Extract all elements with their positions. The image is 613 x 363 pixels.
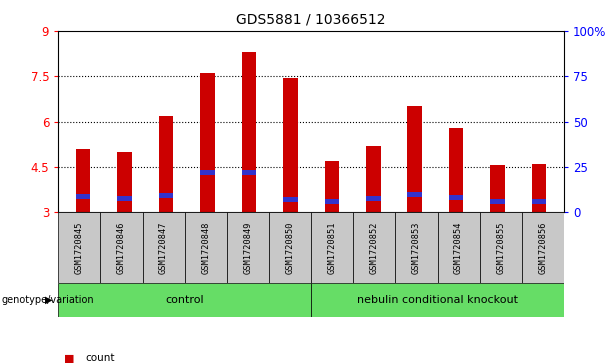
Bar — [58, 283, 311, 317]
Text: count: count — [86, 353, 115, 363]
Bar — [117, 196, 132, 201]
Bar — [242, 52, 256, 212]
Text: GSM1720850: GSM1720850 — [286, 221, 294, 274]
Bar — [324, 161, 339, 212]
Bar — [490, 199, 505, 204]
Bar — [58, 212, 101, 283]
Bar — [366, 196, 381, 201]
Bar — [311, 283, 564, 317]
Title: GDS5881 / 10366512: GDS5881 / 10366512 — [237, 13, 386, 27]
Bar — [395, 212, 438, 283]
Bar — [101, 212, 142, 283]
Text: GSM1720847: GSM1720847 — [159, 221, 168, 274]
Text: GSM1720853: GSM1720853 — [412, 221, 421, 274]
Text: GSM1720856: GSM1720856 — [538, 221, 547, 274]
Bar — [490, 166, 505, 212]
Text: GSM1720852: GSM1720852 — [370, 221, 379, 274]
Bar — [283, 197, 298, 202]
Text: control: control — [166, 295, 204, 305]
Bar — [185, 212, 227, 283]
Bar — [449, 128, 463, 212]
Bar — [311, 212, 353, 283]
Bar — [479, 212, 522, 283]
Bar — [76, 149, 90, 212]
Text: ▶: ▶ — [45, 295, 52, 305]
Bar — [269, 212, 311, 283]
Bar — [117, 152, 132, 212]
Bar — [142, 212, 185, 283]
Bar — [438, 212, 479, 283]
Bar — [408, 106, 422, 212]
Bar — [283, 78, 298, 212]
Bar — [532, 199, 546, 204]
Bar — [242, 170, 256, 175]
Text: genotype/variation: genotype/variation — [1, 295, 94, 305]
Bar — [76, 194, 90, 199]
Text: ■: ■ — [64, 353, 75, 363]
Bar — [159, 115, 173, 212]
Text: GSM1720851: GSM1720851 — [328, 221, 337, 274]
Text: nebulin conditional knockout: nebulin conditional knockout — [357, 295, 518, 305]
Bar — [408, 192, 422, 197]
Bar — [353, 212, 395, 283]
Text: GSM1720846: GSM1720846 — [117, 221, 126, 274]
Bar — [449, 195, 463, 200]
Bar — [200, 73, 215, 212]
Text: GSM1720848: GSM1720848 — [201, 221, 210, 274]
Bar — [522, 212, 564, 283]
Bar — [200, 170, 215, 175]
Text: GSM1720845: GSM1720845 — [75, 221, 84, 274]
Bar — [159, 193, 173, 198]
Bar — [532, 164, 546, 212]
Bar — [227, 212, 269, 283]
Text: GSM1720849: GSM1720849 — [243, 221, 253, 274]
Text: GSM1720854: GSM1720854 — [454, 221, 463, 274]
Bar — [366, 146, 381, 212]
Text: GSM1720855: GSM1720855 — [497, 221, 505, 274]
Bar — [324, 199, 339, 204]
